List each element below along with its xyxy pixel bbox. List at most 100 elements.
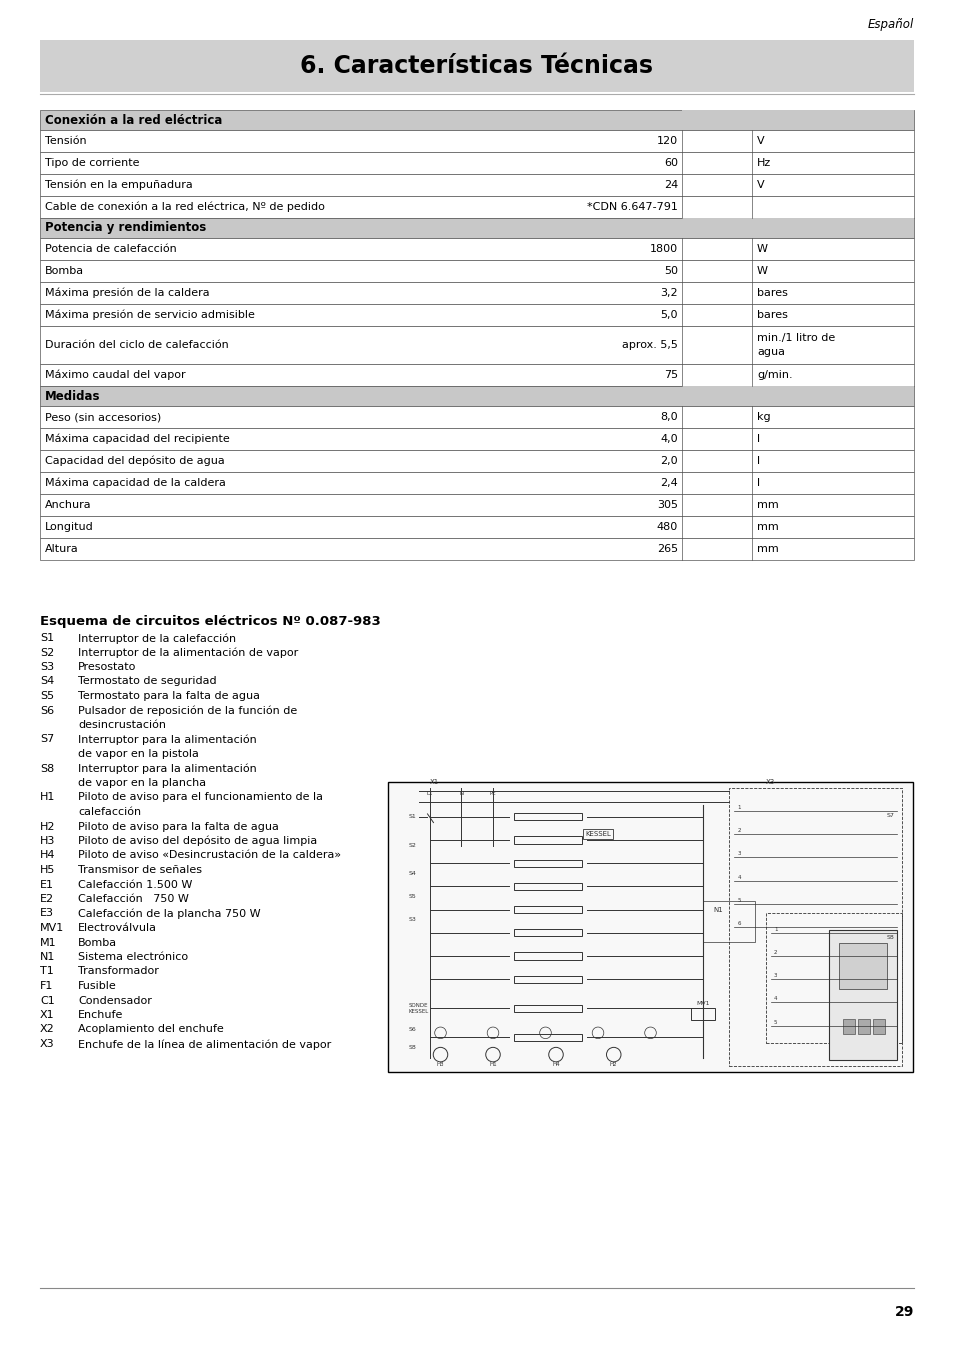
Text: l: l [757,433,760,444]
Text: V: V [757,136,763,146]
Text: MV1: MV1 [40,923,64,933]
Text: T1: T1 [40,967,53,976]
Bar [728,788,902,1066]
Text: H3: H3 [40,836,55,846]
Bar [514,906,581,913]
Text: 5: 5 [737,898,740,903]
Bar [40,364,913,386]
Text: X1: X1 [40,1010,54,1021]
Text: Anchura: Anchura [45,500,91,510]
Text: Enchufe: Enchufe [78,1010,123,1021]
Text: S1: S1 [408,814,416,819]
Text: S2: S2 [408,844,416,848]
Text: S8: S8 [409,1045,416,1050]
Text: C1: C1 [40,995,54,1006]
Text: X3: X3 [765,779,775,784]
Text: Máxima capacidad del recipiente: Máxima capacidad del recipiente [45,433,230,444]
Bar [681,217,751,238]
Text: 265: 265 [657,544,678,554]
Text: Pulsador de reposición de la función de: Pulsador de reposición de la función de [78,706,297,716]
Bar [40,450,913,472]
Bar [40,472,913,494]
Text: Español: Español [867,18,913,31]
Bar [40,238,913,261]
Text: min./1 litro de: min./1 litro de [757,333,835,343]
Text: Calefacción 1.500 W: Calefacción 1.500 W [78,879,193,890]
Text: Acoplamiento del enchufe: Acoplamiento del enchufe [78,1025,224,1034]
Bar [40,196,913,217]
Text: kg: kg [757,412,770,423]
Text: Hz: Hz [757,158,770,167]
Bar [40,304,913,325]
Text: Capacidad del depósito de agua: Capacidad del depósito de agua [45,456,225,466]
Text: Peso (sin accesorios): Peso (sin accesorios) [45,412,161,423]
Bar [751,217,913,238]
Text: 60: 60 [663,158,678,167]
Text: Electroválvula: Electroválvula [78,923,157,933]
Bar [514,1034,581,1041]
Bar [690,1008,714,1021]
Text: H2: H2 [609,1062,617,1068]
Text: 1800: 1800 [649,244,678,254]
Text: Transmisor de señales: Transmisor de señales [78,865,202,875]
Bar [388,782,912,1072]
Text: S1: S1 [40,633,54,643]
Text: Máxima presión de servicio admisible: Máxima presión de servicio admisible [45,309,254,320]
Bar [765,913,902,1044]
Text: S3: S3 [40,662,54,672]
Text: S5: S5 [409,894,416,899]
Bar [40,153,913,174]
Text: Bomba: Bomba [45,266,84,275]
Bar [40,386,913,406]
Text: bares: bares [757,288,787,298]
Text: Duración del ciclo de calefacción: Duración del ciclo de calefacción [45,340,229,350]
Text: Máximo caudal del vapor: Máximo caudal del vapor [45,370,186,381]
Text: 3,2: 3,2 [659,288,678,298]
Text: X1: X1 [430,779,438,784]
Text: PE: PE [489,791,496,796]
Text: MV1: MV1 [696,1002,709,1006]
Text: F1: F1 [40,981,53,991]
Text: H2: H2 [40,822,55,832]
Text: bares: bares [757,310,787,320]
Text: Tensión: Tensión [45,136,87,146]
Bar [514,1004,581,1012]
Text: S4: S4 [40,676,54,687]
Bar [514,883,581,890]
Text: KESSEL: KESSEL [584,832,610,837]
Text: Interruptor para la alimentación: Interruptor para la alimentación [78,764,256,774]
Text: Máxima presión de la caldera: Máxima presión de la caldera [45,288,210,298]
Text: 480: 480 [656,522,678,532]
Bar [40,282,913,304]
Text: Piloto de aviso del depósito de agua limpia: Piloto de aviso del depósito de agua lim… [78,836,317,846]
Text: 4: 4 [773,996,777,1002]
Text: Cable de conexión a la red eléctrica, Nº de pedido: Cable de conexión a la red eléctrica, Nº… [45,201,325,212]
Bar [40,174,913,196]
Text: Condensador: Condensador [78,995,152,1006]
Text: 29: 29 [894,1305,913,1319]
Text: S8: S8 [40,764,54,774]
Text: Presostato: Presostato [78,662,136,672]
Text: Medidas: Medidas [45,390,100,402]
Text: Piloto de aviso para la falta de agua: Piloto de aviso para la falta de agua [78,822,278,832]
Bar [40,261,913,282]
Bar [40,130,913,153]
Text: S7: S7 [885,813,894,818]
Bar [857,1019,869,1034]
Bar [40,40,913,92]
Text: E3: E3 [40,909,54,918]
Text: X3: X3 [40,1040,54,1049]
Text: agua: agua [757,347,784,356]
Bar [40,217,913,238]
Bar [841,1019,854,1034]
Text: 305: 305 [657,500,678,510]
Text: Máxima capacidad de la caldera: Máxima capacidad de la caldera [45,478,226,489]
Text: S4: S4 [409,871,416,876]
Text: Fusible: Fusible [78,981,116,991]
Text: Calefacción   750 W: Calefacción 750 W [78,894,189,904]
Text: Interruptor para la alimentación: Interruptor para la alimentación [78,734,256,745]
Text: 4: 4 [737,875,740,880]
Text: l: l [757,456,760,466]
Bar [40,325,913,364]
Text: *CDN 6.647-791: *CDN 6.647-791 [586,202,678,212]
